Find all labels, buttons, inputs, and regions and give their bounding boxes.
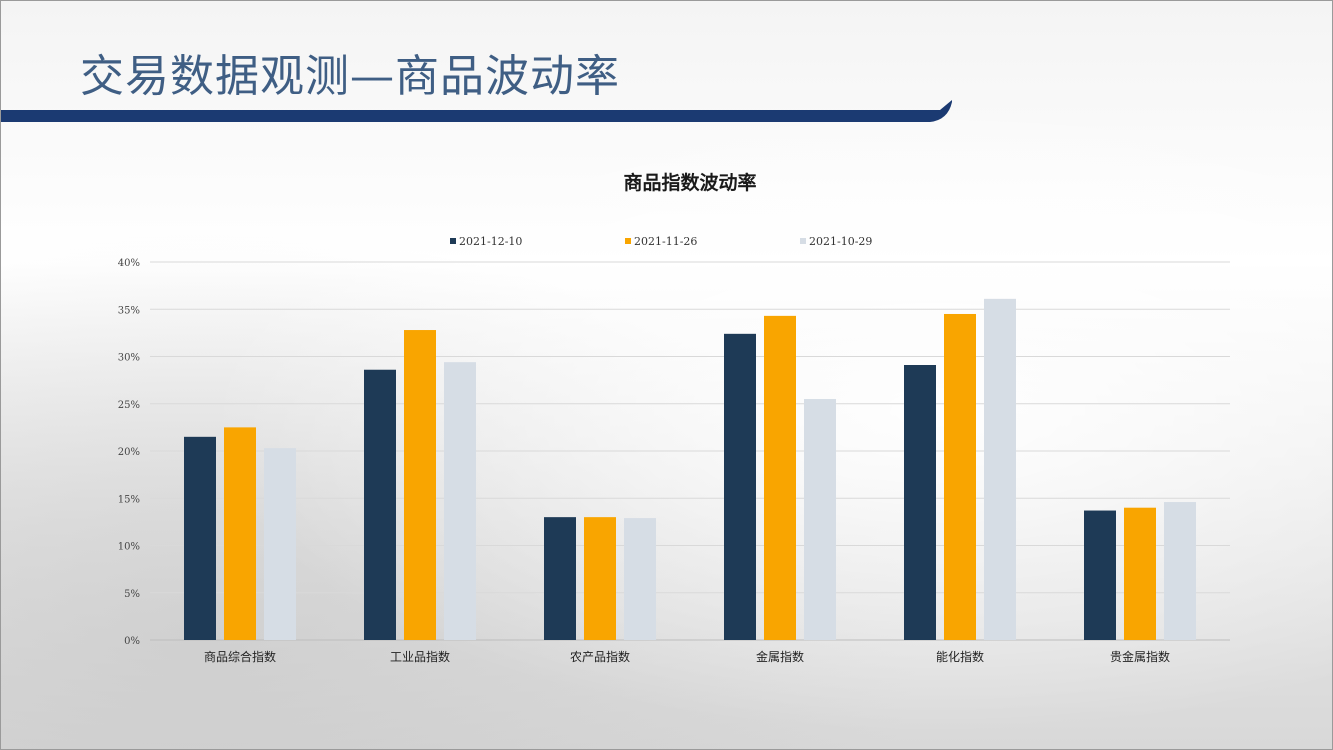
x-tick-label: 能化指数 — [936, 649, 984, 664]
bar — [804, 399, 836, 640]
y-tick-label: 10% — [118, 542, 140, 553]
x-tick-label: 商品综合指数 — [204, 649, 276, 664]
bar — [184, 436, 216, 640]
x-tick-label: 金属指数 — [756, 649, 804, 664]
y-tick-label: 35% — [118, 305, 140, 316]
y-tick-label: 20% — [118, 447, 140, 458]
y-tick-label: 30% — [118, 353, 140, 364]
bar — [264, 448, 296, 640]
bar — [944, 313, 976, 640]
legend-label: 2021-10-29 — [809, 235, 872, 248]
bar — [224, 427, 256, 640]
bar-marks — [184, 298, 1196, 640]
bar — [1164, 502, 1196, 640]
bar — [904, 365, 936, 640]
legend-swatch — [625, 238, 631, 244]
bar — [444, 362, 476, 640]
x-tick-label: 工业品指数 — [390, 649, 450, 664]
bar — [364, 369, 396, 640]
bar — [984, 298, 1016, 640]
bar — [624, 518, 656, 640]
bar — [1084, 510, 1116, 640]
legend-label: 2021-11-26 — [634, 235, 697, 248]
gridlines — [150, 261, 1230, 641]
bar — [544, 517, 576, 640]
page-title: 交易数据观测—商品波动率 — [80, 51, 620, 102]
bar — [1124, 507, 1156, 640]
chart-text: 商品指数波动率 0% 5% 10% 15% 20% 25% 30% 35% 40% 商品综合指数 工业… — [118, 171, 1170, 664]
bar — [764, 315, 796, 640]
y-tick-label: 5% — [124, 589, 140, 600]
legend-swatch — [450, 238, 456, 244]
x-tick-label: 贵金属指数 — [1110, 649, 1170, 664]
legend-swatch — [800, 238, 806, 244]
bar — [724, 333, 756, 640]
bar — [404, 330, 436, 640]
bar — [584, 517, 616, 640]
legend-label: 2021-12-10 — [459, 235, 522, 248]
y-tick-label: 0% — [124, 636, 140, 647]
y-tick-label: 25% — [118, 400, 140, 411]
chart-title: 商品指数波动率 — [623, 171, 756, 194]
x-tick-label: 农产品指数 — [570, 649, 630, 664]
title-underline-bar — [0, 100, 952, 122]
y-tick-label: 15% — [118, 494, 140, 505]
y-tick-label: 40% — [118, 258, 140, 269]
